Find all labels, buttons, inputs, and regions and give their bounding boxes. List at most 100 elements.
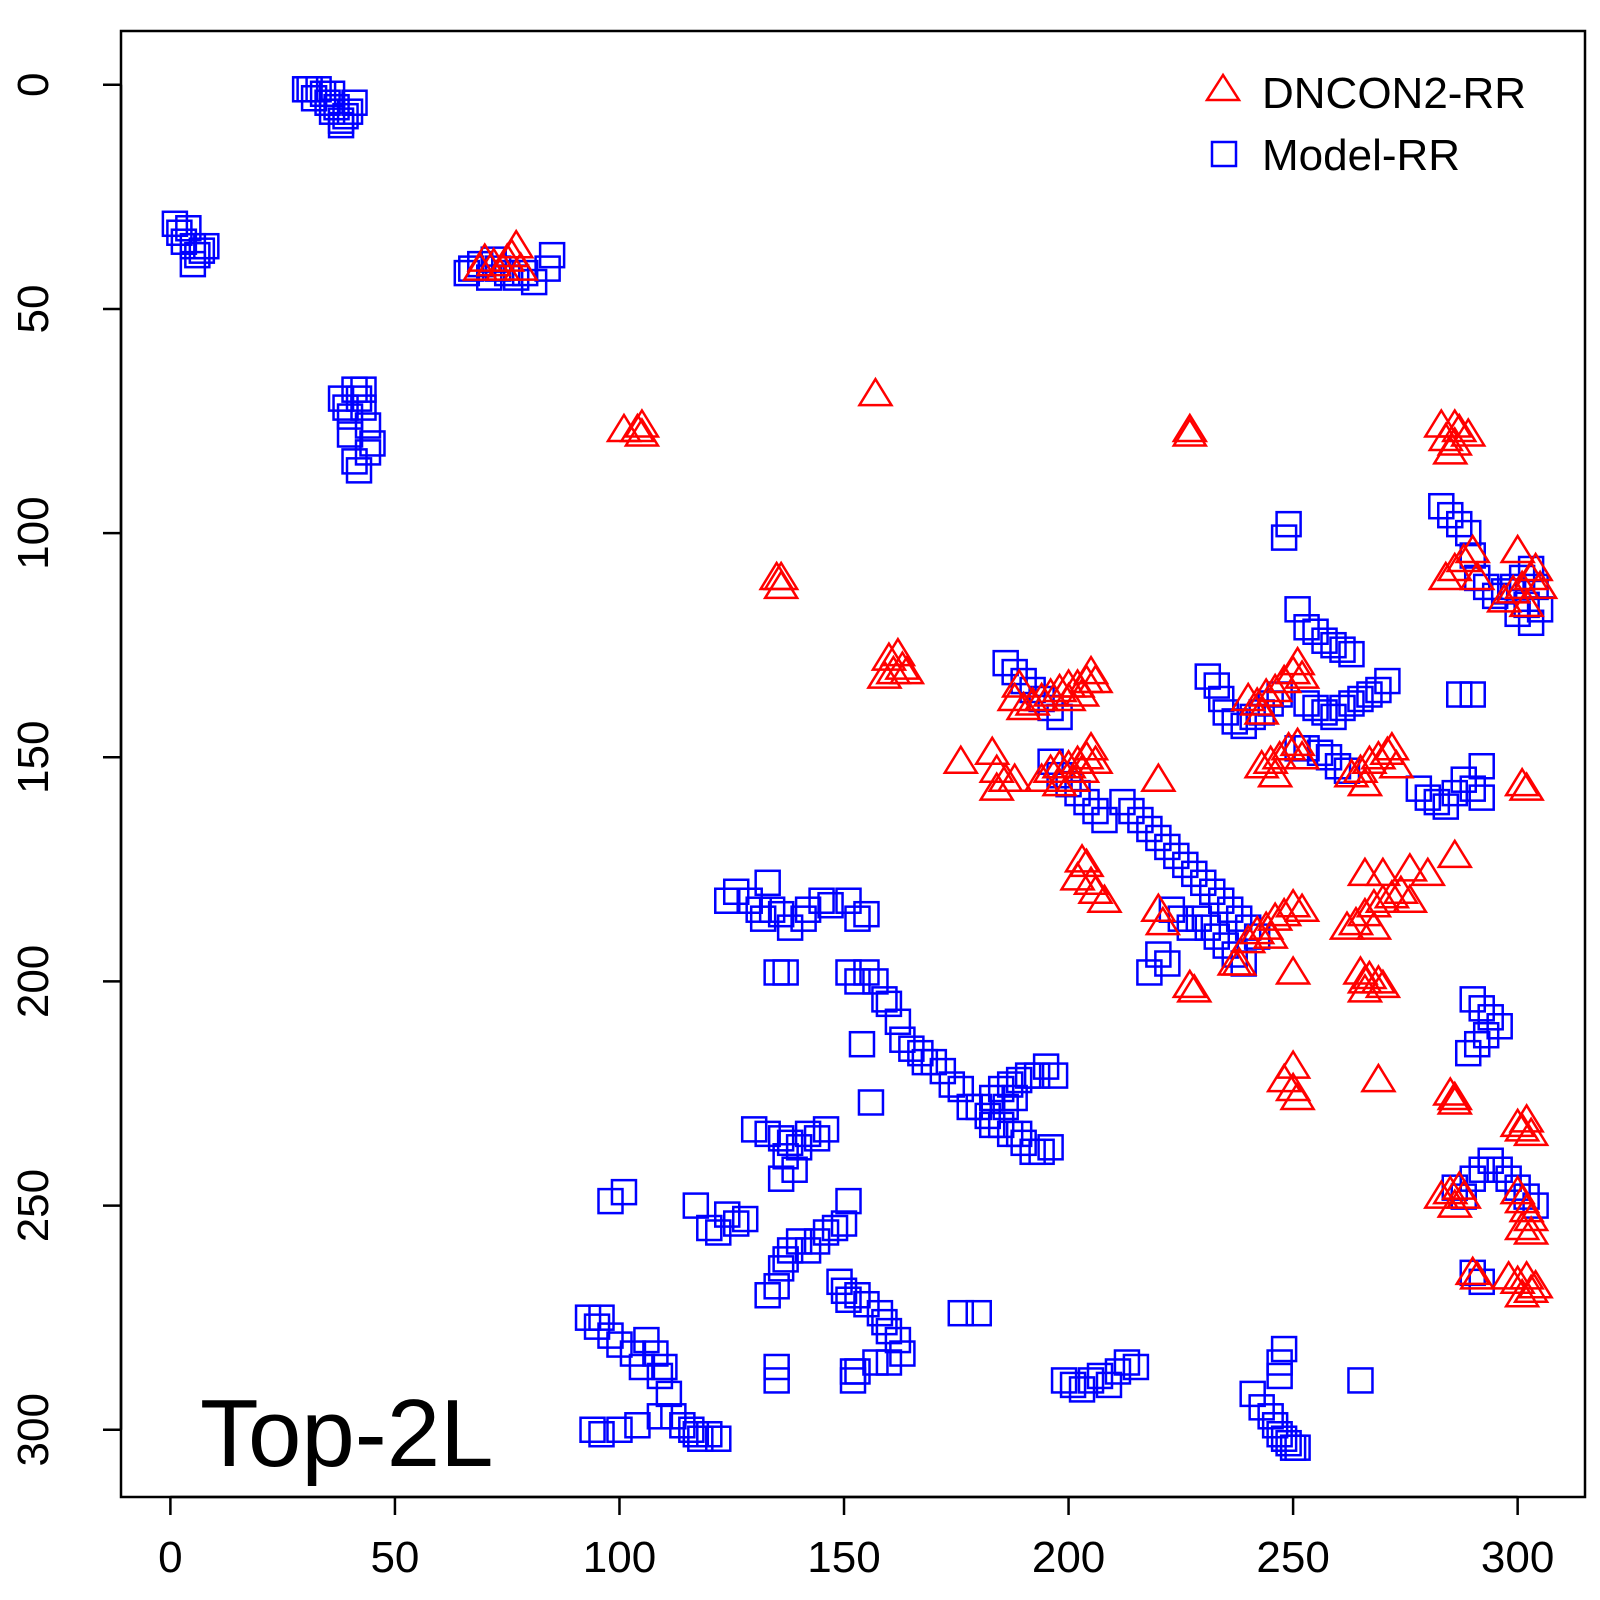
x-tick-label: 100 — [583, 1533, 656, 1582]
dncon2-rr-point — [475, 246, 512, 277]
model-rr-point — [767, 1255, 795, 1282]
dncon2-rr-point — [1508, 1103, 1545, 1133]
model-rr-point — [1432, 793, 1460, 820]
model-rr-point — [767, 900, 795, 928]
legend-triangle-icon — [1204, 72, 1242, 102]
model-rr-point — [1154, 950, 1181, 977]
model-rr-point — [1302, 618, 1329, 645]
dncon2-rr-point — [1032, 677, 1069, 707]
dncon2-rr-point — [857, 376, 894, 407]
dncon2-rr-point — [1454, 533, 1491, 564]
model-rr-point — [835, 1187, 862, 1215]
dncon2-rr-point — [1072, 730, 1110, 761]
dncon2-rr-points — [462, 228, 1559, 1308]
model-rr-point — [687, 1425, 714, 1452]
x-tick-label: 300 — [1481, 1533, 1554, 1582]
x-tick-label: 250 — [1256, 1533, 1329, 1582]
x-tick-label: 150 — [807, 1533, 880, 1582]
model-rr-point — [1194, 914, 1222, 941]
model-rr-point — [1468, 995, 1495, 1022]
model-rr-point — [1212, 699, 1239, 726]
model-rr-point — [628, 1353, 656, 1381]
model-rr-point — [359, 430, 386, 457]
dncon2-rr-point — [1171, 412, 1209, 443]
dncon2-rr-point — [1499, 1264, 1536, 1295]
model-rr-point — [624, 1412, 651, 1439]
model-rr-point — [606, 1331, 633, 1358]
model-rr-point — [767, 1125, 795, 1152]
model-rr-point — [830, 1210, 858, 1237]
dncon2-rr-point — [1346, 856, 1384, 887]
model-rr-point — [175, 215, 202, 242]
model-rr-point — [1194, 663, 1222, 690]
model-rr-point — [1216, 896, 1244, 923]
model-rr-point — [318, 80, 346, 108]
model-rr-point — [803, 1228, 831, 1255]
model-rr-point — [844, 968, 871, 995]
dncon2-rr-point — [1436, 551, 1474, 582]
dncon2-rr-point — [1508, 587, 1545, 618]
model-rr-point — [1293, 614, 1320, 641]
model-rr-point — [947, 1075, 975, 1103]
model-rr-point — [1266, 1420, 1293, 1448]
model-rr-point — [345, 385, 373, 412]
dncon2-rr-point — [1050, 681, 1087, 712]
model-rr-point — [1199, 878, 1226, 906]
model-rr-point — [1486, 1013, 1513, 1040]
dncon2-rr-point — [1445, 1179, 1482, 1209]
model-rr-point — [1441, 779, 1469, 807]
dncon2-rr-point — [1427, 560, 1465, 591]
dncon2-rr-point — [1000, 668, 1038, 698]
model-rr-point — [1329, 636, 1356, 663]
legend: DNCON2-RR Model-RR — [1204, 69, 1526, 180]
model-rr-point — [871, 1308, 898, 1336]
dncon2-rr-point — [1274, 887, 1312, 918]
model-rr-point — [1225, 905, 1253, 932]
model-rr-point — [336, 403, 364, 430]
x-axis: 0 50 100 150 200 250 300 — [158, 1495, 1554, 1582]
model-rr-point — [889, 1026, 916, 1053]
model-rr-point — [844, 905, 871, 932]
model-rr-point — [853, 959, 880, 986]
model-rr-point — [1446, 510, 1473, 538]
dncon2-rr-point — [762, 560, 800, 591]
dncon2-rr-point — [1454, 1255, 1491, 1286]
model-rr-point — [844, 1282, 871, 1309]
model-rr-point — [1145, 824, 1172, 852]
model-rr-point — [875, 1317, 903, 1345]
model-rr-point — [1284, 596, 1311, 623]
model-rr-point — [835, 887, 862, 914]
model-rr-point — [1032, 1053, 1060, 1080]
model-rr-point — [754, 1120, 781, 1148]
model-rr-point — [597, 1322, 624, 1349]
model-rr-point — [1086, 1362, 1114, 1390]
model-rr-point — [1145, 941, 1172, 968]
panel-label: Top-2L — [200, 1380, 494, 1487]
dncon2-rr-point — [1274, 955, 1312, 985]
model-rr-point — [1374, 667, 1401, 695]
dncon2-rr-point — [1503, 766, 1541, 797]
model-rr-point — [1190, 869, 1217, 897]
model-rr-point — [722, 1210, 750, 1237]
model-rr-point — [669, 1412, 696, 1439]
dncon2-rr-point — [1355, 887, 1393, 918]
model-rr-point — [1122, 1353, 1150, 1381]
model-rr-point — [475, 264, 503, 291]
model-rr-point — [1118, 797, 1145, 825]
dncon2-rr-point — [1391, 883, 1429, 913]
model-rr-point — [291, 76, 319, 103]
model-rr-point — [332, 394, 359, 421]
dncon2-rr-point — [1499, 1107, 1536, 1138]
model-rr-point — [835, 1286, 862, 1313]
y-tick-label: 250 — [9, 1169, 58, 1242]
model-rr-point — [646, 1362, 674, 1390]
model-rr-point — [1005, 1066, 1033, 1094]
model-rr-point — [1302, 694, 1329, 722]
dncon2-rr-point — [1517, 1268, 1554, 1299]
model-rr-point — [633, 1326, 660, 1354]
dncon2-rr-point — [1458, 560, 1496, 591]
dncon2-rr-point — [623, 417, 661, 447]
model-rr-point — [166, 219, 193, 246]
model-rr-point — [345, 457, 373, 484]
